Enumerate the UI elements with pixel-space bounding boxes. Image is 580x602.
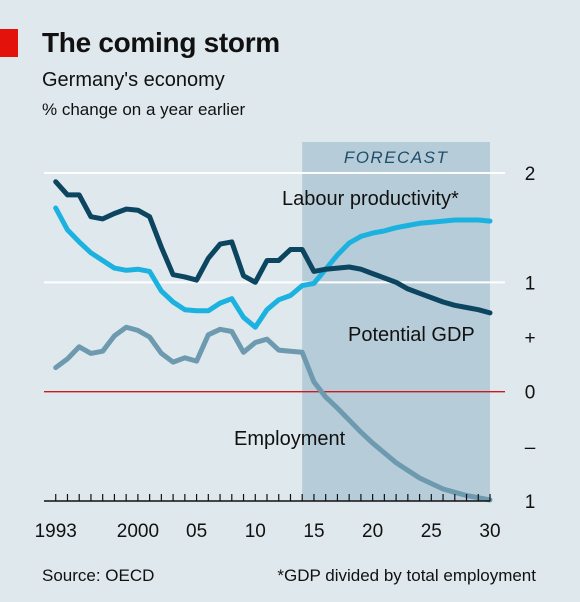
x-axis: 1993 2000 05 10 15 20 25 30	[35, 494, 501, 542]
annotation-labour-productivity: Labour productivity*	[282, 188, 459, 210]
chart-title: The coming storm	[42, 27, 280, 58]
y-tick-label: 1	[525, 492, 536, 513]
series-line-labour-productivity	[53, 205, 493, 330]
y-axis: 2 1 +0 – 1	[524, 164, 535, 513]
series-line-potential-gdp	[53, 179, 493, 316]
footnote: *GDP divided by total employment	[277, 566, 536, 585]
x-tick-label: 15	[303, 521, 324, 542]
chart-unit-label: % change on a year earlier	[42, 100, 246, 119]
gridlines	[44, 172, 505, 284]
source-note: Source: OECD	[42, 566, 155, 585]
y-tick-label: 0	[525, 383, 536, 404]
series-line-employment	[53, 324, 493, 503]
y-tick-label: 1	[525, 273, 536, 294]
annotation-potential-gdp: Potential GDP	[348, 324, 475, 346]
x-tick-label: 30	[479, 521, 500, 542]
x-tick-label: 1993	[35, 521, 77, 542]
x-tick-label: 10	[245, 521, 266, 542]
x-tick-label: 05	[186, 521, 207, 542]
brand-red-tag	[0, 29, 18, 57]
forecast-band	[302, 142, 490, 501]
forecast-label: FORECAST	[344, 148, 449, 167]
series-layer	[53, 179, 493, 503]
x-tick-label: 25	[421, 521, 442, 542]
x-tick-label: 2000	[117, 521, 159, 542]
x-tick-label: 20	[362, 521, 383, 542]
y-tick-label: –	[525, 437, 536, 458]
y-tick-label: +	[524, 328, 535, 349]
annotation-employment: Employment	[234, 428, 346, 450]
chart-subtitle: Germany's economy	[42, 69, 225, 91]
y-tick-label: 2	[525, 164, 536, 185]
